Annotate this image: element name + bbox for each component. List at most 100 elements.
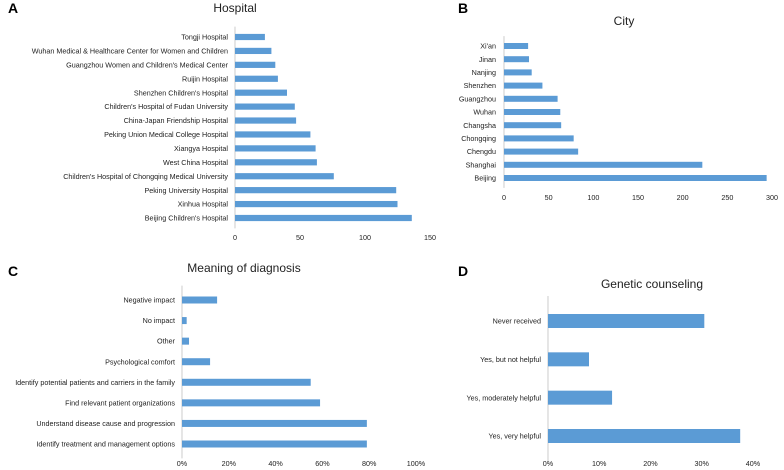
panel-letter: B	[458, 0, 468, 16]
category-label: Yes, moderately helpful	[467, 393, 542, 402]
panel-city: B City Xi'an Jinan Nanjing Shenzhen Guangzhou W…	[458, 0, 778, 202]
category-label: Shanghai	[466, 160, 497, 169]
chart-title: City	[614, 14, 635, 28]
x-tick-label: 20%	[643, 459, 658, 468]
category-label: Peking University Hospital	[145, 186, 229, 195]
category-label: Nanjing	[472, 68, 496, 77]
panel-letter: D	[458, 263, 468, 279]
bar	[504, 56, 530, 63]
x-tick-label: 20%	[222, 459, 237, 468]
x-tick-label: 150	[424, 233, 436, 242]
bar	[235, 131, 311, 138]
category-label: Jinan	[479, 55, 496, 64]
x-tick-label: 60%	[315, 459, 330, 468]
bar	[504, 95, 558, 102]
x-tick-label: 10%	[592, 459, 607, 468]
chart-title: Hospital	[213, 1, 256, 15]
category-label: No impact	[143, 316, 175, 325]
bar	[235, 75, 278, 82]
bar	[548, 429, 741, 443]
x-tick-label: 50	[545, 193, 553, 202]
bar	[504, 109, 561, 115]
category-label: Guangzhou Women and Children's Medical C…	[66, 60, 228, 69]
x-tick-label: 150	[632, 193, 644, 202]
x-tick-label: 300	[766, 193, 778, 202]
category-label: Chengdu	[467, 147, 496, 156]
category-label: Find relevant patient organizations	[65, 398, 175, 407]
bar	[182, 440, 367, 448]
category-label: Yes, but not helpful	[480, 355, 541, 364]
category-label: Shenzhen	[464, 81, 496, 90]
bar	[235, 89, 287, 96]
category-label: Shenzhen Children's Hospital	[134, 88, 228, 97]
bar	[182, 378, 311, 386]
category-label: Guangzhou	[459, 94, 496, 103]
bar	[548, 352, 589, 367]
category-label: West China Hospital	[163, 158, 228, 167]
bar	[504, 175, 767, 181]
category-label: Wuhan	[473, 108, 496, 117]
bar	[235, 159, 317, 166]
x-tick-label: 30%	[695, 459, 710, 468]
x-tick-label: 80%	[362, 459, 377, 468]
category-label: Yes, very helpful	[489, 432, 542, 441]
bar	[235, 214, 412, 222]
panel-meaning-of-diagnosis: C Meaning of diagnosis Negative impact No i…	[8, 261, 426, 468]
category-label: Identify potential patients and carriers…	[15, 378, 175, 387]
bar	[235, 187, 397, 194]
bar	[235, 145, 316, 152]
x-tick-label: 40%	[268, 459, 283, 468]
bar	[235, 33, 265, 41]
bar	[504, 135, 574, 142]
category-label: Wuhan Medical & Healthcare Center for Wo…	[32, 47, 228, 56]
bar	[548, 314, 705, 328]
bar	[504, 148, 579, 155]
bar	[182, 317, 187, 325]
category-label: Psychological comfort	[105, 357, 175, 366]
category-label: Peking Union Medical College Hospital	[104, 130, 228, 139]
x-tick-label: 100	[587, 193, 599, 202]
bar	[235, 47, 272, 55]
bar	[504, 82, 543, 89]
x-tick-label: 0	[502, 193, 506, 202]
category-label: Chongqing	[461, 134, 496, 143]
x-tick-label: 200	[677, 193, 689, 202]
x-tick-label: 40%	[746, 459, 761, 468]
category-label: Children's Hospital of Fudan University	[104, 102, 228, 111]
category-label: Changsha	[463, 121, 496, 130]
category-label: Xiangya Hospital	[174, 144, 228, 153]
bar	[182, 337, 190, 345]
category-label: Other	[157, 337, 176, 346]
x-tick-label: 250	[721, 193, 733, 202]
x-tick-label: 50	[296, 233, 304, 242]
bar	[182, 296, 218, 304]
panel-hospital: A Hospital Tongji Hospital Wuhan Medical & …	[8, 0, 436, 242]
bar	[548, 390, 613, 405]
category-label: Beijing	[474, 174, 496, 183]
category-label: Beijing Children's Hospital	[145, 214, 229, 223]
panel-genetic-counseling: D Genetic counseling Never received Yes, bu…	[458, 263, 761, 468]
x-tick-label: 0%	[543, 459, 554, 468]
bar	[235, 200, 398, 208]
bar	[235, 117, 297, 124]
category-label: Xi'an	[480, 42, 496, 51]
bar	[182, 399, 321, 407]
x-tick-label: 100%	[407, 459, 426, 468]
category-label: China-Japan Friendship Hospital	[124, 116, 229, 125]
chart-title: Meaning of diagnosis	[187, 261, 300, 275]
bar	[504, 43, 529, 49]
x-tick-label: 100	[359, 233, 371, 242]
category-label: Children's Hospital of Chongqing Medical…	[63, 172, 228, 181]
category-label: Xinhua Hospital	[178, 200, 229, 209]
category-label: Negative impact	[123, 296, 175, 305]
panel-letter: C	[8, 263, 18, 279]
bar	[504, 122, 562, 129]
category-label: Understand disease cause and progression	[36, 419, 175, 428]
bar	[235, 103, 295, 110]
x-tick-label: 0	[233, 233, 237, 242]
bar	[504, 69, 532, 76]
chart-title: Genetic counseling	[601, 277, 703, 291]
x-tick-label: 0%	[177, 459, 188, 468]
bar	[182, 419, 367, 427]
category-label: Ruijin Hospital	[182, 74, 228, 83]
